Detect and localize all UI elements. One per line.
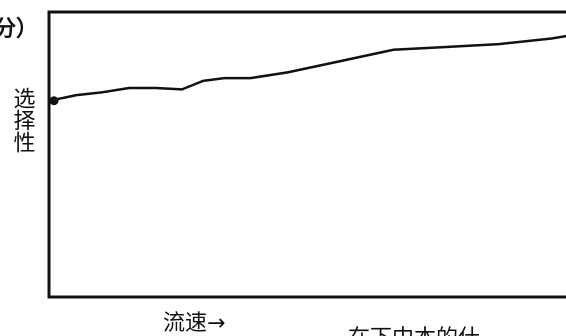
top-fragment-text: 分） (0, 17, 38, 42)
plot-frame (47, 10, 566, 299)
data-point-start (49, 96, 59, 106)
y-axis-label-text: 选择性 (10, 87, 36, 153)
bottom-right-fragment-text: 在下中本的什 (348, 326, 480, 336)
x-axis-label: 流速→ (163, 311, 225, 336)
series-line (48, 34, 566, 102)
y-axis-label: 选择性 (10, 87, 36, 153)
